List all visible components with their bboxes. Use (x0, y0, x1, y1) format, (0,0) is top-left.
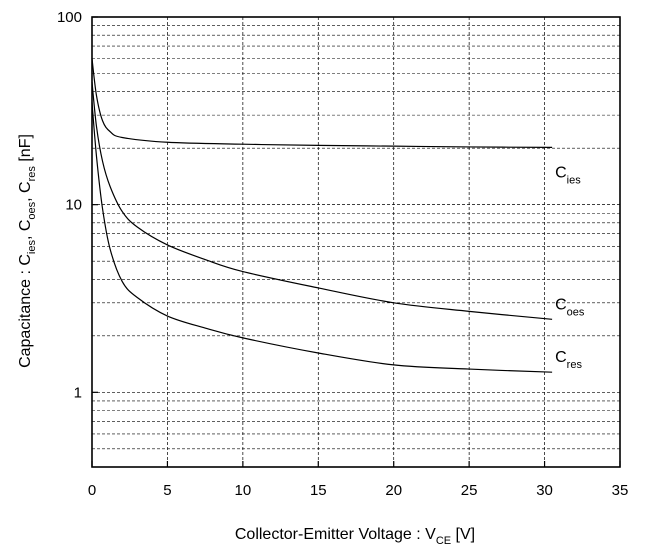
series-lines (91, 58, 553, 373)
x-tick-label: 35 (612, 482, 629, 499)
x-tick-label: 5 (163, 482, 171, 499)
x-axis-title: Collector-Emitter Voltage : VCE [V] (235, 526, 475, 547)
x-tick-label: 0 (88, 482, 96, 499)
series-line-ies (91, 58, 553, 148)
y-axis-title: Capacitance : Cies, Coes, Cres [nF] (17, 134, 38, 368)
x-tick-label: 30 (536, 482, 553, 499)
x-tick-label: 15 (310, 482, 327, 499)
series-line-res (91, 102, 553, 373)
y-tick-label: 10 (65, 197, 82, 214)
grid (92, 17, 620, 467)
series-labels: Cies Coes Cres (555, 164, 585, 371)
series-line-oes (91, 82, 553, 320)
y-tick-label: 100 (57, 9, 82, 26)
x-tick-label: 25 (461, 482, 478, 499)
series-label-ies: Cies (555, 164, 581, 186)
y-tick-label: 1 (74, 384, 82, 401)
series-label-res: Cres (555, 349, 582, 371)
plot-frame (91, 16, 621, 468)
axis-ticks: 0 5 10 15 20 25 30 35 1 10 100 (57, 9, 628, 499)
series-label-oes: Coes (555, 296, 585, 318)
x-tick-label: 20 (385, 482, 402, 499)
x-tick-label: 10 (235, 482, 252, 499)
